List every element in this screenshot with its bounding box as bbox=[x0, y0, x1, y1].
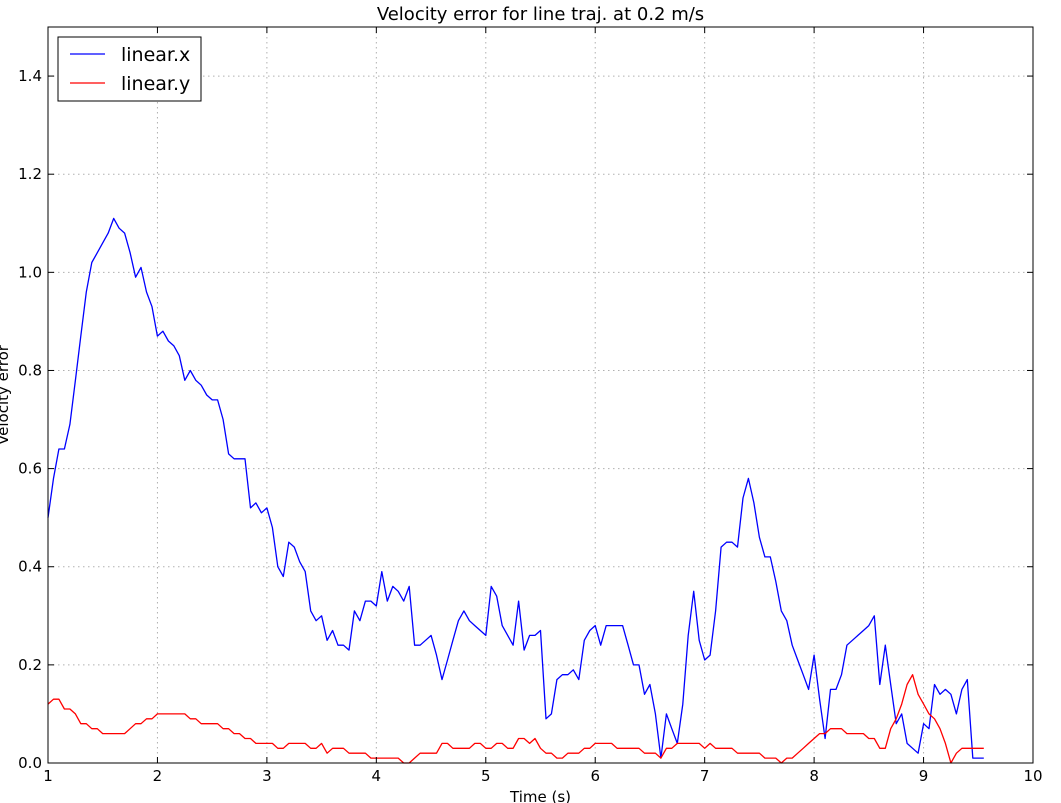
x-tick-label: 8 bbox=[809, 767, 819, 785]
series-line-linear-x bbox=[47, 217, 984, 759]
x-tick-label: 7 bbox=[700, 767, 710, 785]
x-axis-label: Time (s) bbox=[509, 788, 571, 803]
y-tick-label: 1.2 bbox=[18, 165, 42, 183]
series-lines bbox=[47, 217, 984, 764]
y-tick-label: 1.4 bbox=[18, 67, 42, 85]
y-tick-label: 0.2 bbox=[18, 656, 42, 674]
legend-label-linear-y: linear.y bbox=[121, 73, 190, 95]
plot-frame bbox=[47, 26, 1034, 764]
legend-box bbox=[57, 36, 202, 102]
y-tick-label: 0.8 bbox=[18, 361, 42, 379]
series-line-linear-y bbox=[47, 674, 984, 764]
legend-label-linear-x: linear.x bbox=[121, 44, 190, 66]
y-tick-label: 0.6 bbox=[18, 460, 42, 478]
y-tick-label: 0.0 bbox=[18, 754, 42, 772]
x-tick-label: 6 bbox=[590, 767, 600, 785]
x-tick-label: 2 bbox=[153, 767, 163, 785]
y-tick-label: 1.0 bbox=[18, 263, 42, 281]
x-tick-label: 5 bbox=[481, 767, 491, 785]
y-tick-label: 0.4 bbox=[18, 558, 42, 576]
x-tick-label: 9 bbox=[919, 767, 929, 785]
chart-title: Velocity error for line traj. at 0.2 m/s bbox=[377, 4, 704, 25]
legend: linear.x linear.y bbox=[57, 36, 202, 102]
x-tick-label: 1 bbox=[43, 767, 53, 785]
y-axis-label: Velocity error bbox=[0, 344, 12, 445]
grid bbox=[48, 27, 1033, 763]
x-tick-label: 10 bbox=[1023, 767, 1042, 785]
x-tick-label: 3 bbox=[262, 767, 272, 785]
axis-ticks: 1 2 3 4 5 6 7 8 9 10 0.0 0.2 0.4 0.6 0.8 1.0 1.2 1.4 bbox=[18, 27, 1043, 785]
x-tick-label: 4 bbox=[372, 767, 382, 785]
